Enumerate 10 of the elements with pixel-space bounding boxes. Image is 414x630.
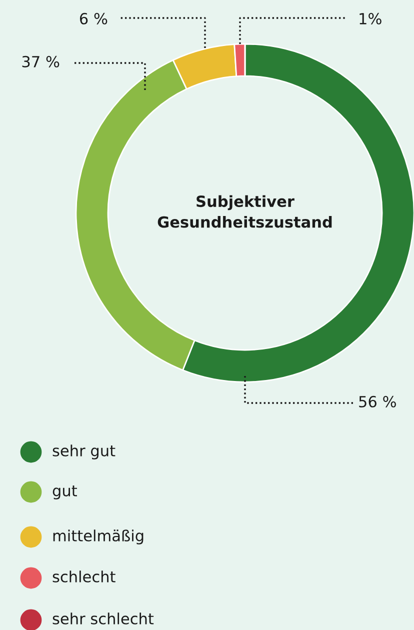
legend-label: schlecht <box>52 570 116 582</box>
legend-label: sehr schlecht <box>52 612 154 624</box>
legend-label: mittelmäßig <box>53 530 144 544</box>
data-label: 6 % <box>80 12 108 24</box>
text: Subjektiver Gesundheitszustand <box>158 195 332 228</box>
legend-label: sehr gut <box>52 444 116 460</box>
data-label: 37 % <box>22 56 60 68</box>
data-label: 56 % <box>359 396 396 408</box>
legend-label: gut <box>52 485 78 500</box>
data-label: 1% <box>360 12 382 24</box>
